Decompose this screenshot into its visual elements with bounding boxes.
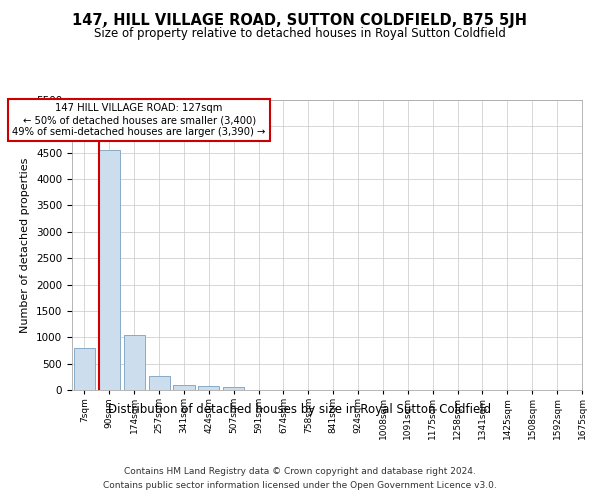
Bar xyxy=(124,334,145,390)
Text: Contains public sector information licensed under the Open Government Licence v3: Contains public sector information licen… xyxy=(103,481,497,490)
Text: Distribution of detached houses by size in Royal Sutton Coldfield: Distribution of detached houses by size … xyxy=(109,402,491,415)
Bar xyxy=(198,386,220,390)
Y-axis label: Number of detached properties: Number of detached properties xyxy=(20,158,31,332)
Bar xyxy=(149,376,170,390)
Bar xyxy=(74,348,95,390)
Bar xyxy=(99,150,120,390)
Text: 147, HILL VILLAGE ROAD, SUTTON COLDFIELD, B75 5JH: 147, HILL VILLAGE ROAD, SUTTON COLDFIELD… xyxy=(73,12,527,28)
Bar xyxy=(173,386,194,390)
Text: Size of property relative to detached houses in Royal Sutton Coldfield: Size of property relative to detached ho… xyxy=(94,28,506,40)
Text: Contains HM Land Registry data © Crown copyright and database right 2024.: Contains HM Land Registry data © Crown c… xyxy=(124,468,476,476)
Bar xyxy=(223,388,244,390)
Text: 147 HILL VILLAGE ROAD: 127sqm
← 50% of detached houses are smaller (3,400)
49% o: 147 HILL VILLAGE ROAD: 127sqm ← 50% of d… xyxy=(13,104,266,136)
